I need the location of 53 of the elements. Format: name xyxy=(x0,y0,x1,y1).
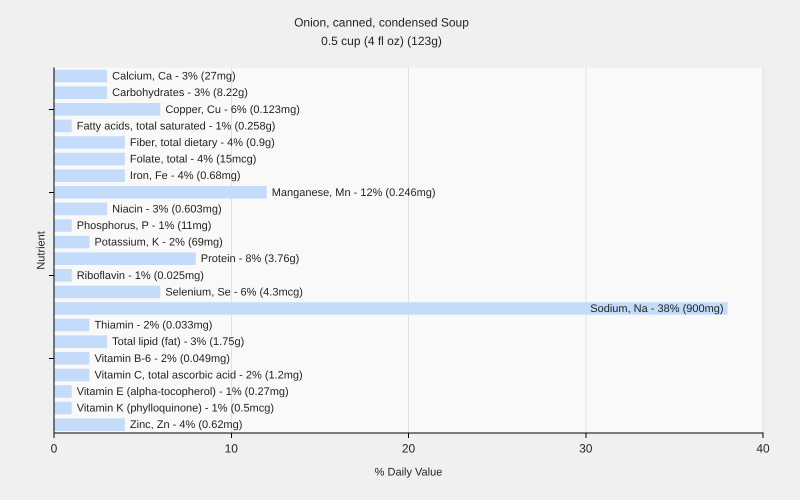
y-tick-label: Vitamin B-6 - 2% (0.049mg) xyxy=(94,352,230,365)
bar xyxy=(54,152,125,166)
x-tick-label: 20 xyxy=(402,442,416,456)
bar xyxy=(54,86,108,100)
x-tick-label: 30 xyxy=(579,442,593,456)
y-tick-label: Sodium, Na - 38% (900mg) xyxy=(590,303,724,316)
bar xyxy=(54,385,72,398)
y-tick-label: Thiamin - 2% (0.033mg) xyxy=(94,320,212,332)
y-tick-label: Niacin - 3% (0.603mg) xyxy=(112,203,222,216)
y-tick-label: Phosphorus, P - 1% (11mg) xyxy=(76,220,212,232)
x-tick-label: 0 xyxy=(50,442,58,456)
bar xyxy=(54,252,196,266)
x-tick-label: 10 xyxy=(224,442,238,456)
bar xyxy=(54,186,267,199)
y-tick-label: Folate, total - 4% (15mcg) xyxy=(130,154,256,166)
y-tick-label: Vitamin E (alpha-tocopherol) - 1% (0.27mg) xyxy=(76,386,289,398)
y-tick-label: Calcium, Ca - 3% (27mg) xyxy=(112,70,236,83)
y-tick-label: Riboflavin - 1% (0.025mg) xyxy=(76,270,204,282)
y-tick-label: Fatty acids, total saturated - 1% (0.258g) xyxy=(76,120,276,132)
bar xyxy=(54,368,90,382)
bar xyxy=(54,136,125,149)
y-tick-label: Protein - 8% (3.76g) xyxy=(200,253,300,266)
bar xyxy=(54,302,728,315)
bar xyxy=(54,169,125,182)
x-axis-title: % Daily Value xyxy=(374,466,442,478)
y-tick-label: Selenium, Se - 6% (4.3mcg) xyxy=(165,286,303,298)
bar xyxy=(54,402,72,414)
bar xyxy=(54,202,108,216)
y-tick-label: Copper, Cu - 6% (0.123mg) xyxy=(165,104,300,116)
bar xyxy=(54,219,72,232)
bar xyxy=(54,102,160,116)
y-tick-label: Total lipid (fat) - 3% (1.75g) xyxy=(112,336,244,348)
bar xyxy=(54,120,72,132)
bar xyxy=(54,318,90,332)
y-tick-label: Vitamin K (phylloquinone) - 1% (0.5mcg) xyxy=(76,402,274,415)
chart-subtitle: 0.5 cup (4 fl oz) (123g) xyxy=(321,34,442,48)
bar xyxy=(54,236,90,248)
chart-title: Onion, canned, condensed Soup xyxy=(294,16,470,30)
bar xyxy=(54,418,125,432)
y-tick-label: Zinc, Zn - 4% (0.62mg) xyxy=(130,419,242,432)
y-tick-label: Carbohydrates - 3% (8.22g) xyxy=(112,87,248,100)
y-tick-label: Iron, Fe - 4% (0.68mg) xyxy=(130,170,241,182)
y-tick-label: Vitamin C, total ascorbic acid - 2% (1.2mg) xyxy=(94,369,303,382)
y-tick-label: Fiber, total dietary - 4% (0.9g) xyxy=(130,137,275,150)
y-axis-title: Nutrient xyxy=(36,231,48,270)
y-tick-label: Potassium, K - 2% (69mg) xyxy=(94,236,223,249)
bar xyxy=(54,286,160,298)
bar xyxy=(54,335,108,348)
bar xyxy=(54,70,108,82)
bar xyxy=(54,352,90,365)
y-tick-label: Manganese, Mn - 12% (0.246mg) xyxy=(272,186,436,199)
bar xyxy=(54,268,72,282)
x-tick-label: 40 xyxy=(756,442,770,456)
